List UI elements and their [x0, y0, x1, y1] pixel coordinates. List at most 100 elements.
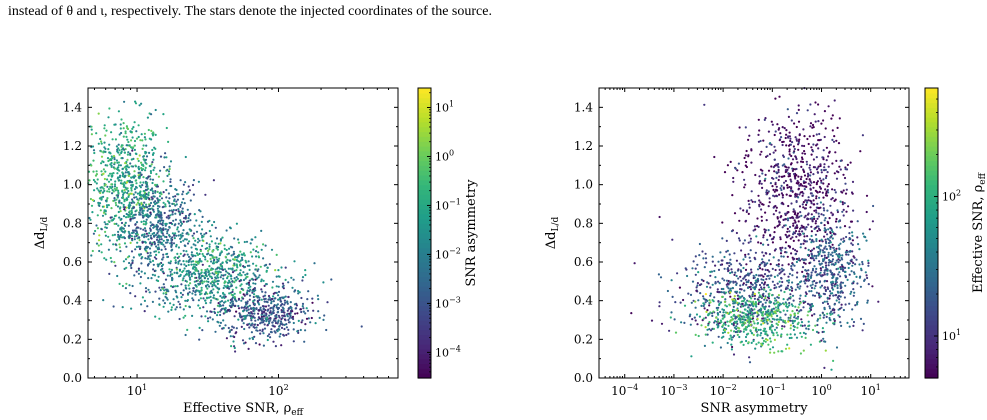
data-point: [113, 214, 117, 218]
data-point: [795, 235, 798, 238]
data-point: [253, 287, 256, 290]
data-point: [812, 199, 815, 202]
data-point: [801, 144, 804, 147]
data-point: [105, 129, 108, 132]
data-point: [192, 289, 195, 292]
data-point: [833, 273, 836, 276]
data-point: [244, 273, 247, 276]
data-point: [127, 174, 130, 178]
data-point: [828, 258, 831, 262]
data-point: [775, 331, 778, 334]
data-point: [835, 346, 839, 349]
data-point: [90, 128, 93, 131]
data-point: [818, 260, 821, 263]
data-point: [862, 322, 865, 325]
data-point: [125, 216, 128, 219]
data-point: [198, 209, 201, 212]
data-point: [133, 170, 136, 173]
data-point: [787, 204, 790, 208]
data-point: [788, 317, 791, 320]
data-point: [745, 339, 748, 343]
data-point: [140, 133, 143, 136]
data-point: [138, 191, 142, 194]
data-point: [146, 252, 149, 255]
data-point: [833, 249, 836, 252]
data-point: [208, 219, 211, 222]
data-point: [167, 192, 170, 195]
data-point: [198, 291, 201, 294]
data-point: [715, 306, 718, 310]
data-point: [276, 311, 279, 314]
data-point: [243, 317, 246, 320]
data-point: [814, 189, 818, 192]
data-point: [114, 201, 117, 204]
data-point: [817, 103, 820, 106]
data-point: [168, 201, 171, 204]
data-point: [775, 263, 778, 267]
data-point: [694, 319, 697, 322]
data-point: [139, 209, 142, 212]
data-point: [121, 167, 124, 171]
data-point: [717, 313, 720, 316]
data-point: [774, 183, 777, 186]
data-point: [142, 220, 145, 223]
data-point: [781, 126, 784, 129]
data-point: [161, 258, 164, 261]
data-point: [745, 149, 748, 153]
data-point: [125, 266, 128, 269]
data-point: [739, 275, 742, 278]
data-point: [262, 257, 265, 260]
data-point: [139, 181, 142, 184]
data-point: [163, 245, 166, 248]
data-point: [151, 273, 154, 276]
data-point: [177, 234, 180, 237]
data-point: [823, 209, 826, 212]
data-point: [135, 130, 138, 133]
data-point: [125, 245, 128, 248]
data-point: [158, 286, 161, 289]
data-point: [831, 251, 834, 254]
data-point: [231, 296, 234, 299]
data-point: [818, 196, 821, 199]
data-point: [782, 155, 786, 158]
data-point: [252, 315, 255, 318]
data-point: [697, 271, 700, 274]
data-point: [230, 277, 233, 280]
data-point: [164, 222, 167, 225]
data-point: [140, 102, 143, 105]
data-point: [669, 316, 672, 319]
data-point: [772, 213, 775, 216]
data-point: [151, 161, 154, 164]
data-point: [209, 316, 212, 319]
data-point: [238, 260, 241, 263]
data-point: [97, 142, 100, 145]
data-point: [726, 341, 729, 345]
data-point: [255, 307, 258, 310]
data-point: [813, 265, 816, 268]
data-point: [165, 156, 168, 159]
data-point: [702, 279, 705, 282]
data-point: [209, 301, 212, 304]
data-point: [99, 191, 102, 195]
data-point: [784, 241, 788, 244]
data-point: [139, 275, 142, 279]
data-point: [264, 297, 267, 300]
data-point: [207, 280, 210, 283]
data-point: [114, 138, 117, 141]
data-point: [683, 304, 687, 307]
data-point: [802, 201, 805, 204]
data-point: [117, 224, 120, 227]
data-point: [312, 309, 315, 312]
data-point: [757, 341, 760, 344]
data-point: [793, 312, 796, 315]
data-point: [819, 314, 822, 317]
data-point: [275, 253, 278, 256]
data-point: [108, 272, 111, 275]
data-point: [780, 249, 783, 252]
data-point: [237, 241, 240, 244]
data-point: [780, 192, 784, 195]
data-point: [247, 260, 250, 263]
data-point: [753, 294, 757, 297]
data-point: [716, 318, 720, 321]
